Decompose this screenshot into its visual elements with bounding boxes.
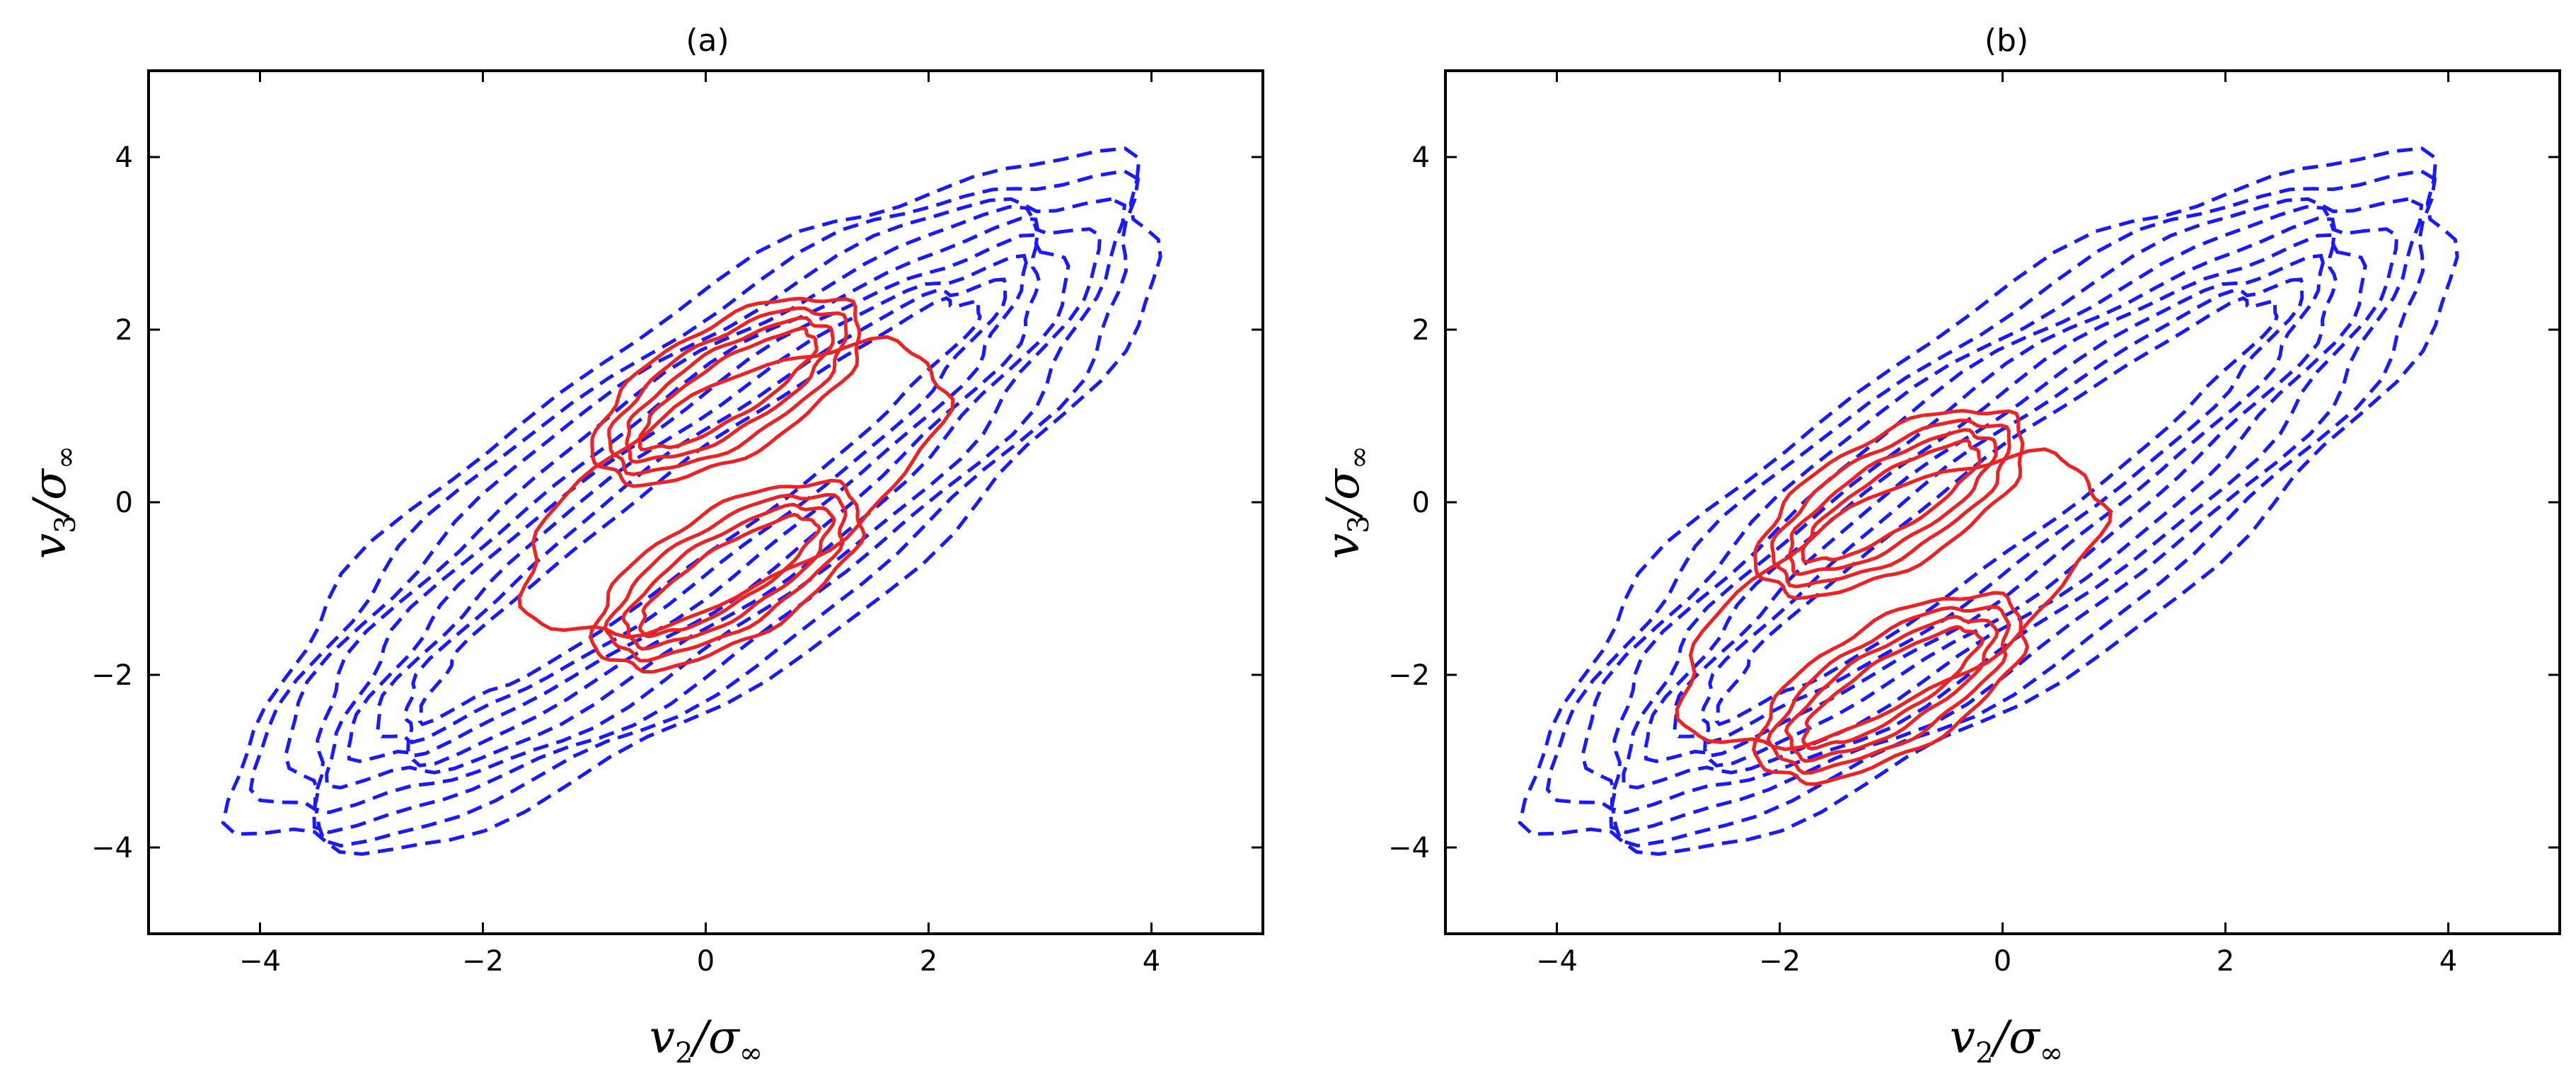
panel-b-blue-dashed-contour-1 bbox=[1518, 146, 2459, 856]
panel-b-blue-dashed-contour-3 bbox=[1581, 197, 2424, 835]
panel-b-red-solid-contour-3 bbox=[1788, 428, 1998, 577]
panel-b-y-tick-label: 4 bbox=[1412, 141, 1430, 174]
panel-b-y-tick-label: 2 bbox=[1412, 314, 1430, 347]
panel-a-red-solid-contour-5 bbox=[589, 478, 867, 674]
panel-b-y-axis-label: v3/σ∞ bbox=[1317, 446, 1375, 559]
panel-a-y-tick-label: 0 bbox=[115, 487, 133, 519]
panel-a-y-tick-label: 4 bbox=[115, 141, 133, 174]
panel-b-x-axis-label: v2/σ∞ bbox=[1950, 1012, 2063, 1070]
panel-a-y-tick-label: −4 bbox=[91, 832, 133, 864]
panel-a-red-solid-contour-8 bbox=[638, 512, 822, 639]
panel-a-blue-dashed-contour-4 bbox=[313, 204, 1102, 814]
panel-a-blue-dashed-contour-7 bbox=[376, 253, 1028, 758]
panel-a-blue-dashed-contour-3 bbox=[284, 197, 1127, 835]
panel-a-x-tick-label: 4 bbox=[1143, 945, 1160, 978]
panel-b-red-solid-contour-6 bbox=[1766, 605, 2011, 775]
panel-b-plot-area bbox=[1518, 146, 2459, 856]
panel-a-blue-dashed-contour-2 bbox=[248, 169, 1140, 848]
panel-b-x-tick-label: −2 bbox=[1759, 945, 1801, 978]
panel-b-red-solid-contour-7 bbox=[1784, 615, 1999, 763]
panel-a-x-tick-label: 2 bbox=[920, 945, 937, 978]
panel-b-x-tick-label: 4 bbox=[2439, 945, 2457, 978]
panel-b-red-solid-contour-5 bbox=[1752, 591, 2030, 787]
panel-a-blue-dashed-contour-5 bbox=[325, 216, 1070, 790]
panel-b-y-tick-label: 0 bbox=[1412, 487, 1430, 519]
panel-a-red-solid-contour-9 bbox=[517, 335, 955, 639]
panel-b-title: (b) bbox=[1985, 23, 2028, 59]
panel-b: (b) −4 −2 0 2 4 −4 −2 0 2 4 v2/σ∞ v3/σ∞ bbox=[1317, 23, 2561, 1070]
panel-a-blue-dashed-contour-6 bbox=[346, 233, 1041, 768]
panel-b-ticks: −4 −2 0 2 4 −4 −2 0 2 4 bbox=[1388, 71, 2560, 978]
panel-b-blue-dashed-contour-9 bbox=[1714, 296, 2279, 726]
panel-a-x-tick-label: 0 bbox=[697, 945, 715, 978]
panel-a-y-tick-label: 2 bbox=[115, 314, 133, 347]
panel-a-y-tick-label: −2 bbox=[91, 659, 133, 692]
panel-b-red-solid-contour-8 bbox=[1801, 625, 1985, 751]
panel-a-x-tick-label: −4 bbox=[239, 945, 281, 978]
panel-b-x-tick-label: 0 bbox=[1994, 945, 2011, 978]
panel-b-red-solid-contour-9 bbox=[1675, 447, 2113, 751]
panel-b-blue-dashed-contour-2 bbox=[1545, 169, 2437, 848]
panel-a-ticks: −4 −2 0 2 4 −4 −2 0 2 4 bbox=[91, 71, 1263, 978]
panel-a-red-solid-contour-7 bbox=[620, 502, 836, 651]
panel-b-red-solid-contour-1 bbox=[1753, 409, 2025, 601]
panel-b-blue-dashed-contour-7 bbox=[1673, 253, 2325, 758]
panel-a-red-solid-contour-2 bbox=[607, 306, 848, 477]
panel-b-blue-dashed-contour-8 bbox=[1699, 277, 2305, 745]
panel-a-red-solid-contour-1 bbox=[590, 296, 862, 488]
panel-a-red-solid-contour-3 bbox=[625, 315, 835, 464]
panel-b-red-solid-contour-2 bbox=[1770, 418, 2011, 589]
panel-a-blue-dashed-contour-1 bbox=[221, 146, 1162, 856]
panel-a-x-axis-label: v2/σ∞ bbox=[649, 1012, 763, 1070]
panel-a-red-solid-contour-4 bbox=[637, 326, 819, 451]
panel-a-x-tick-label: −2 bbox=[462, 945, 504, 978]
panel-b-blue-dashed-contour-5 bbox=[1622, 216, 2367, 790]
panel-b-x-tick-label: 2 bbox=[2217, 945, 2234, 978]
panel-a-red-solid-contour-6 bbox=[603, 492, 848, 663]
panel-a: (a) −4 −2 0 2 4 −4 −2 0 2 4 v2/σ∞ v3/σ∞ bbox=[24, 23, 1264, 1070]
panel-a-plot-area bbox=[221, 146, 1162, 856]
panel-b-blue-dashed-contour-4 bbox=[1610, 204, 2399, 814]
panel-b-y-tick-label: −2 bbox=[1388, 659, 1430, 692]
panel-b-blue-dashed-contour-6 bbox=[1643, 233, 2338, 768]
panel-b-red-solid-contour-4 bbox=[1801, 439, 1982, 564]
panel-b-x-tick-label: −4 bbox=[1536, 945, 1578, 978]
panel-a-title: (a) bbox=[686, 23, 729, 59]
panel-b-y-tick-label: −4 bbox=[1388, 832, 1430, 864]
panel-a-y-axis-label: v3/σ∞ bbox=[24, 446, 82, 559]
